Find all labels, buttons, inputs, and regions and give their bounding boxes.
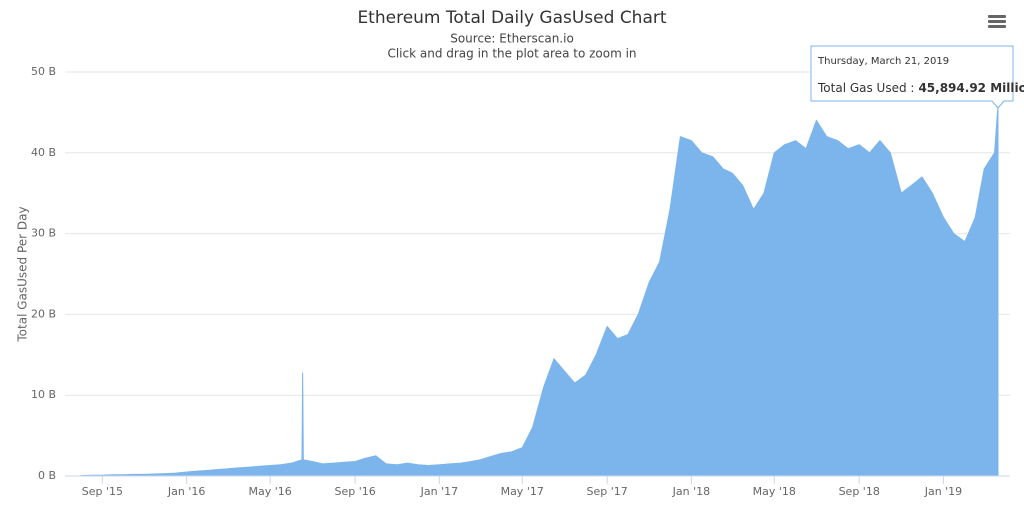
x-tick-label: May '16: [249, 485, 292, 498]
x-tick-label: Jan '18: [672, 485, 710, 498]
tooltip-text: Total Gas Used : 45,894.92 Million: [817, 81, 1024, 95]
x-tick-label: May '18: [753, 485, 796, 498]
y-axis-label: Total GasUsed Per Day: [16, 206, 30, 342]
y-tick-label: 10 B: [31, 388, 56, 401]
x-tick-label: Sep '17: [587, 485, 628, 498]
chart-note: Click and drag in the plot area to zoom …: [387, 47, 636, 61]
tooltip: Thursday, March 21, 2019 Total Gas Used :…: [810, 45, 1024, 109]
x-tick-label: Sep '16: [334, 485, 375, 498]
x-tick-label: Jan '19: [924, 485, 962, 498]
x-tick-label: Jan '16: [167, 485, 205, 498]
tooltip-label: Total Gas Used :: [817, 81, 914, 95]
y-tick-label: 30 B: [31, 227, 56, 240]
y-tick-label: 20 B: [31, 307, 56, 320]
chart-title: Ethereum Total Daily GasUsed Chart: [357, 8, 666, 28]
tooltip-box: [810, 45, 1014, 109]
menu-bar: [988, 20, 1006, 23]
menu-bar: [988, 15, 1006, 18]
x-tick-label: May '17: [501, 485, 544, 498]
chart-subtitle: Source: Etherscan.io: [450, 32, 574, 46]
y-tick-label: 50 B: [31, 65, 56, 78]
menu-bar: [988, 25, 1006, 28]
tooltip-title: Thursday, March 21, 2019: [817, 56, 949, 67]
area: [80, 105, 999, 477]
menu-button[interactable]: [988, 15, 1006, 28]
x-tick-label: Sep '18: [839, 485, 880, 498]
x-tick-label: Sep '15: [82, 485, 123, 498]
x-tick-label: Jan '17: [420, 485, 458, 498]
tooltip-value: 45,894.92 Million: [918, 81, 1024, 95]
y-tick-label: 40 B: [31, 146, 56, 159]
y-tick-label: 0 B: [38, 469, 56, 482]
